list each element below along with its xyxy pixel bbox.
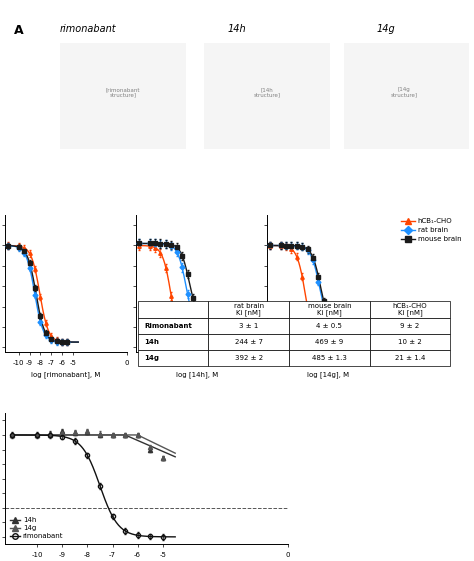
Text: [rimonabant
structure]: [rimonabant structure] — [106, 87, 140, 98]
FancyBboxPatch shape — [204, 43, 330, 149]
Text: [14h
structure]: [14h structure] — [254, 87, 281, 98]
X-axis label: log [rimonabant], M: log [rimonabant], M — [31, 371, 100, 378]
Legend: hCB₁-CHO, rat brain, mouse brain: hCB₁-CHO, rat brain, mouse brain — [398, 215, 464, 245]
Legend: 14h, 14g, rimonabant: 14h, 14g, rimonabant — [7, 514, 66, 542]
FancyBboxPatch shape — [344, 43, 469, 149]
FancyBboxPatch shape — [61, 43, 186, 149]
Text: 14h: 14h — [228, 24, 246, 34]
Text: A: A — [14, 24, 24, 36]
X-axis label: log [14g], M: log [14g], M — [307, 371, 349, 378]
Text: 14g: 14g — [376, 24, 395, 34]
Text: [14g
structure]: [14g structure] — [391, 87, 418, 98]
Text: rimonabant: rimonabant — [60, 24, 117, 34]
X-axis label: log [14h], M: log [14h], M — [175, 371, 218, 378]
